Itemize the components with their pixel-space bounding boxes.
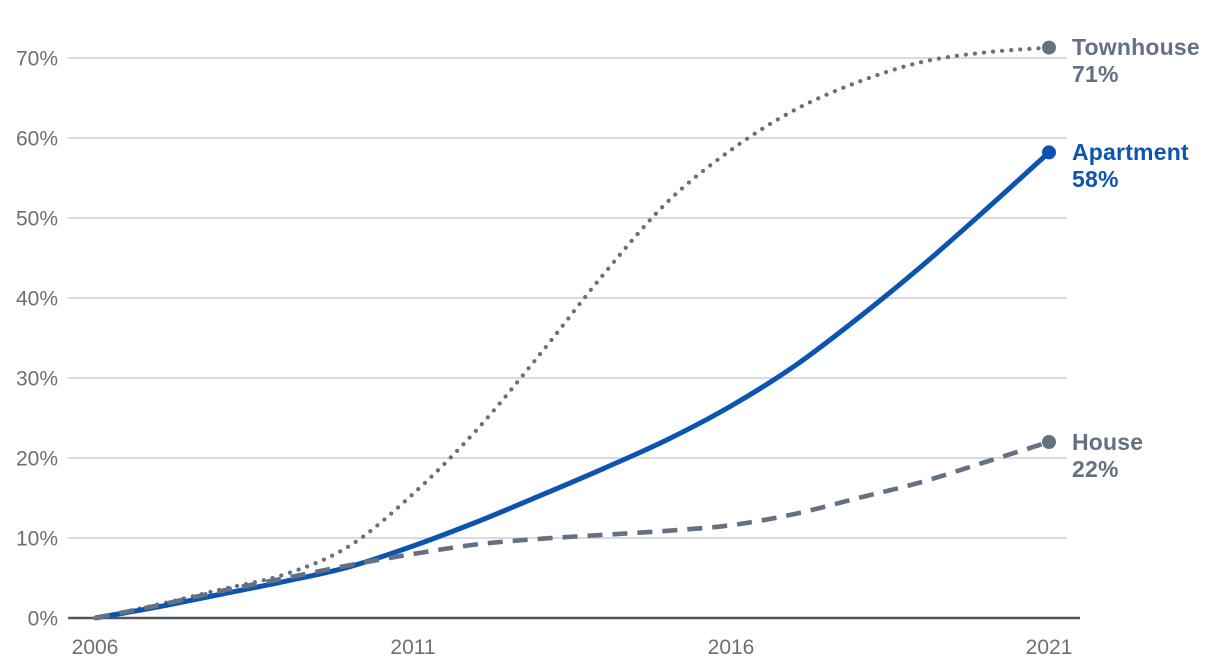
series-name-house: House (1072, 428, 1144, 455)
series-label-townhouse: Townhouse 71% (1072, 34, 1200, 88)
series-value-townhouse: 71% (1072, 61, 1119, 88)
series-value-apartment: 58% (1072, 165, 1119, 192)
x-axis-tick-labels: 2006 2011 2016 2021 (72, 636, 1073, 659)
end-dot-house (1042, 435, 1056, 449)
end-dot-townhouse (1042, 40, 1056, 55)
series-name-townhouse: Townhouse (1072, 34, 1200, 61)
series-label-apartment: Apartment 58% (1072, 139, 1189, 193)
series-label-house: House 22% (1072, 429, 1143, 483)
series-lines (92, 45, 1052, 621)
series-line-townhouse (92, 45, 1052, 621)
y-tick-label: 10% (16, 528, 58, 551)
y-tick-label: 60% (16, 128, 58, 151)
y-tick-label: 70% (16, 48, 58, 71)
x-tick-label: 2016 (708, 636, 755, 659)
end-dot-apartment (1042, 145, 1056, 160)
series-name-apartment: Apartment (1072, 138, 1189, 165)
y-axis-tick-labels: 0% 10% 20% 30% 40% 50% 60% 70% (16, 48, 58, 631)
series-value-house: 22% (1072, 455, 1119, 482)
x-tick-label: 2006 (72, 636, 119, 659)
x-tick-label: 2011 (390, 636, 435, 659)
y-tick-label: 20% (16, 448, 58, 471)
gridlines (68, 57, 1067, 539)
y-tick-label: 30% (16, 368, 58, 391)
x-tick-label: 2021 (1026, 636, 1073, 659)
line-end-dots (1042, 40, 1056, 449)
series-line-apartment (94, 150, 1051, 621)
y-tick-label: 0% (28, 608, 58, 631)
y-tick-label: 50% (16, 208, 58, 231)
y-tick-label: 40% (16, 288, 58, 311)
series-line-house (94, 439, 1050, 621)
